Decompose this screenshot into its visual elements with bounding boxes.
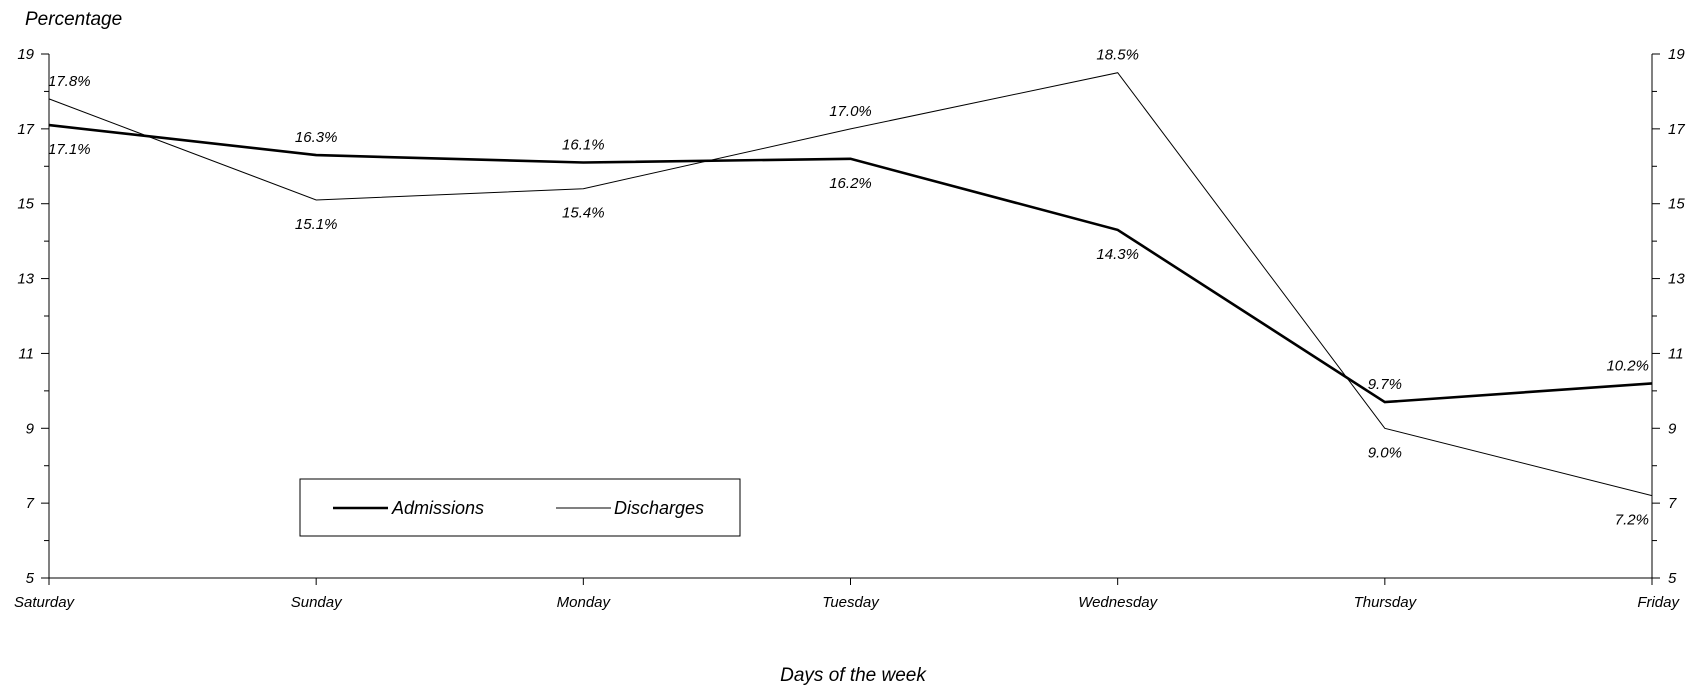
data-label-admissions: 16.1% xyxy=(562,137,605,154)
data-label-admissions: 10.2% xyxy=(1606,357,1649,374)
y-tick-label-right: 11 xyxy=(1668,345,1684,362)
y-tick-label-right: 19 xyxy=(1668,46,1685,63)
y-tick-label-right: 13 xyxy=(1668,271,1685,288)
y-tick-label-left: 11 xyxy=(18,345,34,362)
axes: 5 5 7 7 9 9 11 11 13 13 15 15 17 17 19 19 Saturday Sunday… xyxy=(14,46,1685,611)
data-label-discharges: 15.4% xyxy=(562,205,605,222)
y-tick-label-left: 13 xyxy=(17,271,34,288)
data-label-admissions: 17.1% xyxy=(48,141,91,158)
data-label-admissions: 16.3% xyxy=(295,129,338,146)
data-label-admissions: 16.2% xyxy=(829,175,872,192)
data-label-discharges: 7.2% xyxy=(1615,512,1649,529)
data-label-discharges: 18.5% xyxy=(1096,47,1139,64)
x-tick-label-friday: Friday xyxy=(1637,594,1680,611)
data-label-discharges: 15.1% xyxy=(295,216,338,233)
y-tick-label-left: 5 xyxy=(26,570,35,587)
x-tick-label-thursday: Thursday xyxy=(1354,594,1418,611)
x-tick-label-monday: Monday xyxy=(557,594,612,611)
y-tick-label-left: 9 xyxy=(26,420,35,437)
y-tick-label-right: 17 xyxy=(1668,121,1685,138)
y-tick-label-left: 19 xyxy=(17,46,34,63)
y-tick-label-left: 17 xyxy=(17,121,34,138)
y-tick-label-right: 9 xyxy=(1668,420,1677,437)
data-label-admissions: 9.7% xyxy=(1368,376,1402,393)
legend: Admissions Discharges xyxy=(299,478,741,537)
y-axis-title: Percentage xyxy=(25,9,122,30)
data-label-discharges: 9.0% xyxy=(1368,444,1402,461)
series-line-discharges xyxy=(48,72,1653,497)
y-tick-label-left: 15 xyxy=(17,196,34,213)
x-tick-label-sunday: Sunday xyxy=(291,594,343,611)
data-label-discharges: 17.8% xyxy=(48,73,91,90)
series-lines xyxy=(48,72,1653,497)
x-tick-label-saturday: Saturday xyxy=(14,594,76,611)
x-tick-label-wednesday: Wednesday xyxy=(1078,594,1158,611)
x-tick-label-tuesday: Tuesday xyxy=(822,594,880,611)
x-axis-title: Days of the week xyxy=(780,665,927,686)
legend-label-admissions: Admissions xyxy=(391,498,484,518)
y-tick-label-right: 15 xyxy=(1668,196,1685,213)
y-tick-label-right: 7 xyxy=(1668,495,1677,512)
data-labels: 17.1% 16.3% 16.1% 16.2% 14.3% 9.7% 10.2% 17.8% 1… xyxy=(48,47,1649,529)
data-label-admissions: 14.3% xyxy=(1096,246,1139,263)
legend-label-discharges: Discharges xyxy=(614,498,704,518)
y-tick-label-left: 7 xyxy=(26,495,35,512)
series-line-admissions xyxy=(48,123,1653,404)
y-tick-label-right: 5 xyxy=(1668,570,1677,587)
data-label-discharges: 17.0% xyxy=(829,103,872,120)
